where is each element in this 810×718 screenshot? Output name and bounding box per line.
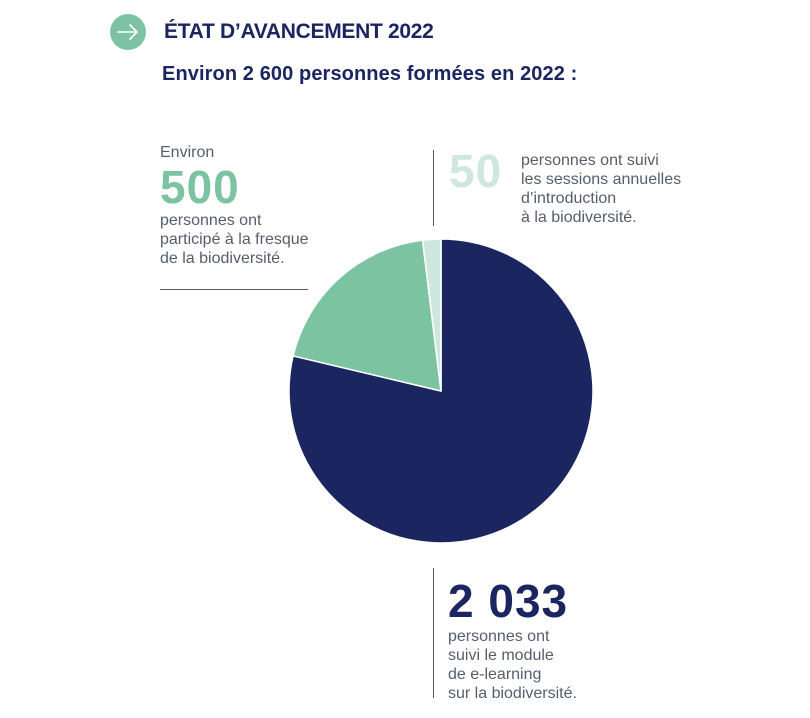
label-fresque-line: de la biodiversité.: [160, 250, 285, 267]
label-elearning: 2 033 personnes ont suivi le module de e…: [448, 578, 648, 703]
header-title: ÉTAT D’AVANCEMENT 2022: [164, 20, 434, 43]
label-fresque-description: personnes ont participé à la fresque de …: [160, 211, 350, 268]
label-elearning-description: personnes ont suivi le module de e-learn…: [448, 627, 628, 703]
label-sessions-rule: [433, 150, 434, 226]
label-elearning-line: de e-learning: [448, 666, 542, 683]
label-fresque: Environ 500 personnes ont participé à la…: [160, 143, 360, 268]
label-sessions-line: à la biodiversité.: [521, 209, 637, 226]
label-fresque-rule: [160, 289, 308, 290]
label-sessions-line: personnes ont suivi: [521, 152, 659, 169]
section-header: ÉTAT D’AVANCEMENT 2022: [110, 14, 434, 50]
label-elearning-rule: [433, 568, 434, 698]
label-fresque-line: participé à la fresque: [160, 231, 309, 248]
label-elearning-number: 2 033: [448, 575, 569, 627]
label-fresque-number: 500: [160, 161, 240, 213]
label-sessions-number: 50: [449, 145, 503, 197]
label-sessions-line: les sessions annuelles: [521, 171, 682, 188]
label-sessions-line: d’introduction: [521, 190, 617, 207]
label-elearning-line: sur la biodiversité.: [448, 685, 577, 702]
label-fresque-line: personnes ont: [160, 212, 262, 229]
pie-slice-fresque: [292, 239, 442, 392]
chart-subtitle: Environ 2 600 personnes formées en 2022 …: [162, 63, 578, 85]
label-fresque-prefix: Environ: [160, 144, 215, 161]
label-elearning-line: suivi le module: [448, 647, 554, 664]
label-elearning-line: personnes ont: [448, 628, 550, 645]
arrow-right-icon: [110, 14, 146, 50]
label-sessions-description: personnes ont suivi les sessions annuell…: [521, 151, 721, 227]
pie-slice-sessions: [421, 238, 442, 392]
